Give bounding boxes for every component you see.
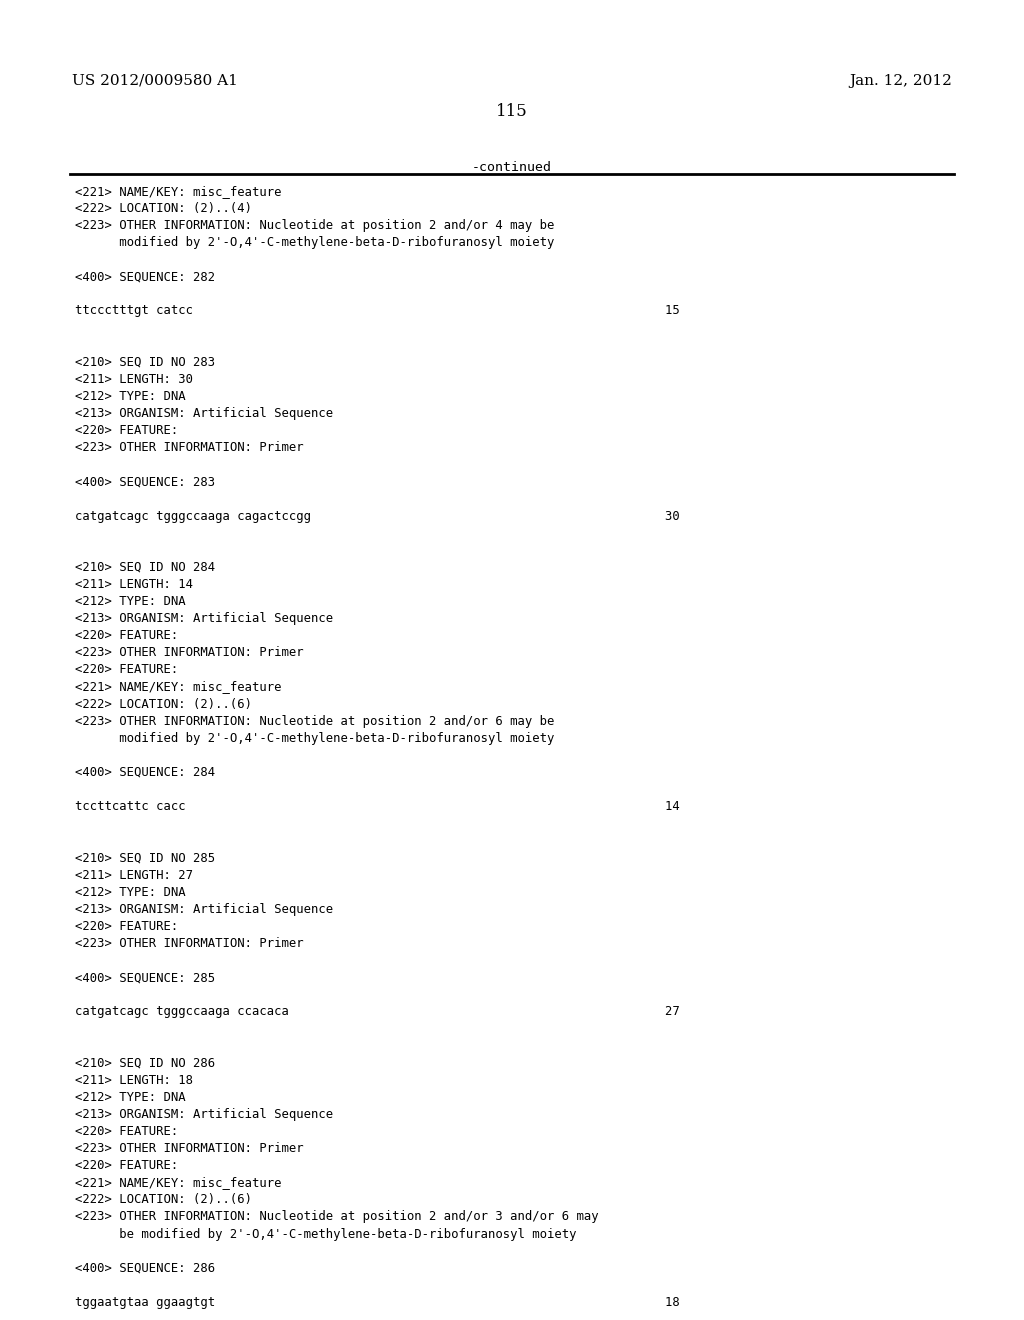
Text: <211> LENGTH: 14: <211> LENGTH: 14 [75,578,193,591]
Text: <211> LENGTH: 30: <211> LENGTH: 30 [75,372,193,385]
Text: catgatcagc tgggccaaga ccacaca                                                   : catgatcagc tgggccaaga ccacaca [75,1006,680,1018]
Text: <212> TYPE: DNA: <212> TYPE: DNA [75,1090,185,1104]
Text: <223> OTHER INFORMATION: Nucleotide at position 2 and/or 6 may be: <223> OTHER INFORMATION: Nucleotide at p… [75,714,554,727]
Text: <220> FEATURE:: <220> FEATURE: [75,920,178,933]
Text: <221> NAME/KEY: misc_feature: <221> NAME/KEY: misc_feature [75,185,282,198]
Text: <210> SEQ ID NO 284: <210> SEQ ID NO 284 [75,561,215,574]
Text: <222> LOCATION: (2)..(6): <222> LOCATION: (2)..(6) [75,1193,252,1206]
Text: Jan. 12, 2012: Jan. 12, 2012 [850,74,952,88]
Text: <210> SEQ ID NO 286: <210> SEQ ID NO 286 [75,1056,215,1069]
Text: <400> SEQUENCE: 282: <400> SEQUENCE: 282 [75,271,215,284]
Text: <400> SEQUENCE: 286: <400> SEQUENCE: 286 [75,1262,215,1275]
Text: <211> LENGTH: 27: <211> LENGTH: 27 [75,869,193,882]
Text: <223> OTHER INFORMATION: Nucleotide at position 2 and/or 3 and/or 6 may: <223> OTHER INFORMATION: Nucleotide at p… [75,1210,598,1224]
Text: <222> LOCATION: (2)..(6): <222> LOCATION: (2)..(6) [75,697,252,710]
Text: <220> FEATURE:: <220> FEATURE: [75,664,178,676]
Text: <400> SEQUENCE: 283: <400> SEQUENCE: 283 [75,475,215,488]
Text: <221> NAME/KEY: misc_feature: <221> NAME/KEY: misc_feature [75,681,282,693]
Text: <220> FEATURE:: <220> FEATURE: [75,630,178,643]
Text: <213> ORGANISM: Artificial Sequence: <213> ORGANISM: Artificial Sequence [75,407,333,420]
Text: <400> SEQUENCE: 285: <400> SEQUENCE: 285 [75,972,215,985]
Text: <222> LOCATION: (2)..(4): <222> LOCATION: (2)..(4) [75,202,252,215]
Text: <223> OTHER INFORMATION: Primer: <223> OTHER INFORMATION: Primer [75,1142,303,1155]
Text: <213> ORGANISM: Artificial Sequence: <213> ORGANISM: Artificial Sequence [75,903,333,916]
Text: tggaatgtaa ggaagtgt                                                             : tggaatgtaa ggaagtgt [75,1296,680,1309]
Text: <210> SEQ ID NO 285: <210> SEQ ID NO 285 [75,851,215,865]
Text: <400> SEQUENCE: 284: <400> SEQUENCE: 284 [75,766,215,779]
Text: <211> LENGTH: 18: <211> LENGTH: 18 [75,1073,193,1086]
Text: -continued: -continued [472,161,552,174]
Text: <213> ORGANISM: Artificial Sequence: <213> ORGANISM: Artificial Sequence [75,1107,333,1121]
Text: <223> OTHER INFORMATION: Nucleotide at position 2 and/or 4 may be: <223> OTHER INFORMATION: Nucleotide at p… [75,219,554,232]
Text: modified by 2'-O,4'-C-methylene-beta-D-ribofuranosyl moiety: modified by 2'-O,4'-C-methylene-beta-D-r… [75,236,554,249]
Text: US 2012/0009580 A1: US 2012/0009580 A1 [72,74,238,88]
Text: <220> FEATURE:: <220> FEATURE: [75,424,178,437]
Text: <221> NAME/KEY: misc_feature: <221> NAME/KEY: misc_feature [75,1176,282,1189]
Text: <212> TYPE: DNA: <212> TYPE: DNA [75,595,185,609]
Text: <220> FEATURE:: <220> FEATURE: [75,1125,178,1138]
Text: <210> SEQ ID NO 283: <210> SEQ ID NO 283 [75,356,215,368]
Text: modified by 2'-O,4'-C-methylene-beta-D-ribofuranosyl moiety: modified by 2'-O,4'-C-methylene-beta-D-r… [75,731,554,744]
Text: <223> OTHER INFORMATION: Primer: <223> OTHER INFORMATION: Primer [75,937,303,950]
Text: tccttcattc cacc                                                                 : tccttcattc cacc [75,800,680,813]
Text: <220> FEATURE:: <220> FEATURE: [75,1159,178,1172]
Text: catgatcagc tgggccaaga cagactccgg                                                : catgatcagc tgggccaaga cagactccgg [75,510,680,523]
Text: <212> TYPE: DNA: <212> TYPE: DNA [75,389,185,403]
Text: <223> OTHER INFORMATION: Primer: <223> OTHER INFORMATION: Primer [75,647,303,659]
Text: ttccctttgt catcc                                                                : ttccctttgt catcc [75,305,680,317]
Text: <212> TYPE: DNA: <212> TYPE: DNA [75,886,185,899]
Text: <223> OTHER INFORMATION: Primer: <223> OTHER INFORMATION: Primer [75,441,303,454]
Text: be modified by 2'-O,4'-C-methylene-beta-D-ribofuranosyl moiety: be modified by 2'-O,4'-C-methylene-beta-… [75,1228,577,1241]
Text: 115: 115 [496,103,528,120]
Text: <213> ORGANISM: Artificial Sequence: <213> ORGANISM: Artificial Sequence [75,612,333,626]
